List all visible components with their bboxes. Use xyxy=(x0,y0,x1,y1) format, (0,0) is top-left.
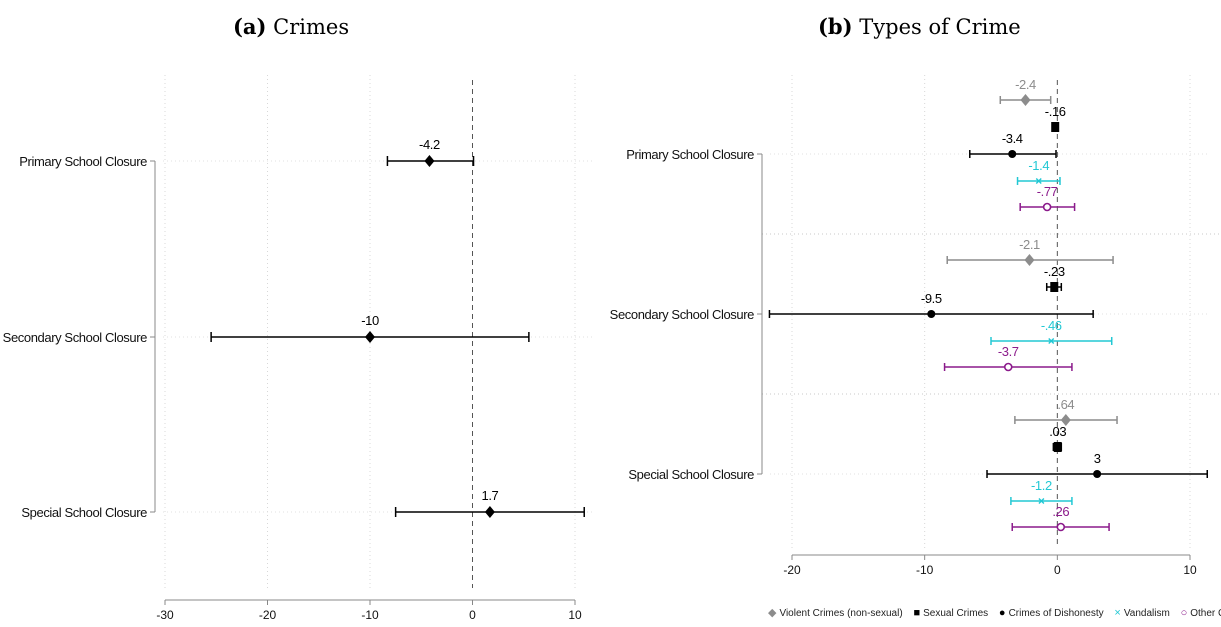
x-tick-label: -20 xyxy=(259,608,277,622)
data-label-estimate: 1.7 xyxy=(481,488,498,503)
x-tick-label: -20 xyxy=(783,563,801,577)
data-label-violent-crimes-non-sexual: .64 xyxy=(1057,397,1074,412)
panel-a-title: (a) Crimes xyxy=(233,14,349,39)
legend-label-sexual: Sexual Crimes xyxy=(923,608,989,619)
data-label-other-crimes: -3.7 xyxy=(998,344,1019,359)
legend-label-dishonesty: Crimes of Dishonesty xyxy=(1008,608,1104,619)
y-tick-label-special-school-closure: Special School Closure xyxy=(21,505,147,520)
y-tick-label-secondary-school-closure: Secondary School Closure xyxy=(3,330,147,345)
point-violent-crimes-non-sexual xyxy=(1060,414,1071,426)
legend-label-other: Other Crimes xyxy=(1190,608,1221,619)
diamond-icon: ◆ xyxy=(768,607,777,619)
square-icon: ■ xyxy=(913,607,921,619)
x-tick-label: -10 xyxy=(361,608,379,622)
data-label-other-crimes: -.77 xyxy=(1037,184,1058,199)
point-estimate xyxy=(365,331,375,343)
point-vandalism xyxy=(1048,338,1055,344)
legend-item-sexual: ■ Sexual Crimes xyxy=(913,607,989,619)
x-icon: × xyxy=(1114,607,1121,619)
panel-b-title-text: Types of Crime xyxy=(859,15,1021,39)
x-tick-label: 10 xyxy=(568,608,582,622)
point-estimate xyxy=(484,506,495,518)
data-label-vandalism: -.46 xyxy=(1041,318,1062,333)
point-sexual-crimes xyxy=(1051,122,1060,132)
hollow-circle-icon: ○ xyxy=(1180,607,1188,619)
x-tick-label: 0 xyxy=(1054,563,1061,577)
data-label-violent-crimes-non-sexual: -2.4 xyxy=(1015,77,1036,92)
data-label-crimes-of-dishonesty: 3 xyxy=(1094,451,1101,466)
data-label-vandalism: -1.4 xyxy=(1028,158,1049,173)
panel-a-plot: Primary School Closure Secondary School C… xyxy=(3,75,595,622)
data-label-sexual-crimes: -.16 xyxy=(1045,104,1066,119)
point-vandalism xyxy=(1038,498,1045,504)
data-label-crimes-of-dishonesty: -9.5 xyxy=(921,291,942,306)
data-label-crimes-of-dishonesty: -3.4 xyxy=(1002,131,1023,146)
x-tick-label: -10 xyxy=(916,563,934,577)
point-estimate xyxy=(424,155,435,167)
legend-item-dishonesty: ● Crimes of Dishonesty xyxy=(998,607,1104,619)
data-label-sexual-crimes: -.23 xyxy=(1044,264,1065,279)
point-vandalism xyxy=(1035,178,1042,184)
data-label-estimate: -10 xyxy=(361,313,379,328)
panel-b-label: (b) xyxy=(818,14,853,39)
panel-b-title: (b) Types of Crime xyxy=(818,14,1021,39)
point-sexual-crimes xyxy=(1050,282,1059,292)
point-violent-crimes-non-sexual xyxy=(1020,94,1031,106)
data-label-vandalism: -1.2 xyxy=(1031,478,1052,493)
legend-item-violent: ◆ Violent Crimes (non-sexual) xyxy=(768,607,903,619)
legend-item-other: ○Other Crimes xyxy=(1180,607,1221,619)
panel-a-title-text: Crimes xyxy=(273,15,350,39)
data-label-other-crimes: .26 xyxy=(1052,504,1069,519)
legend-item-vandalism: × Vandalism xyxy=(1114,607,1170,619)
x-tick-label: -30 xyxy=(156,608,174,622)
data-label-estimate: -4.2 xyxy=(419,137,440,152)
y-tick-label-special-school-closure: Special School Closure xyxy=(628,467,754,482)
legend-label-violent: Violent Crimes (non-sexual) xyxy=(779,608,903,619)
point-other-crimes xyxy=(1003,362,1013,372)
x-tick-label: 0 xyxy=(469,608,476,622)
point-crimes-of-dishonesty xyxy=(927,310,936,318)
circle-icon: ● xyxy=(998,607,1006,619)
point-other-crimes xyxy=(1042,202,1052,212)
data-label-violent-crimes-non-sexual: -2.1 xyxy=(1019,237,1040,252)
y-tick-label-primary-school-closure: Primary School Closure xyxy=(626,147,754,162)
point-crimes-of-dishonesty xyxy=(1093,470,1102,478)
point-other-crimes xyxy=(1056,522,1066,532)
legend-b: ◆ Violent Crimes (non-sexual) ■ Sexual Cri… xyxy=(768,606,1221,619)
point-violent-crimes-non-sexual xyxy=(1024,254,1035,266)
y-tick-label-secondary-school-closure: Secondary School Closure xyxy=(610,307,754,322)
data-label-sexual-crimes: .03 xyxy=(1049,424,1066,439)
panel-a-label: (a) xyxy=(233,14,267,39)
panel-b-plot: Primary School Closure Secondary School C… xyxy=(610,75,1221,577)
y-tick-label-primary-school-closure: Primary School Closure xyxy=(19,154,147,169)
point-sexual-crimes xyxy=(1053,442,1062,452)
x-tick-label: 10 xyxy=(1183,563,1197,577)
point-crimes-of-dishonesty xyxy=(1008,150,1017,158)
legend-label-vandalism: Vandalism xyxy=(1123,608,1170,619)
